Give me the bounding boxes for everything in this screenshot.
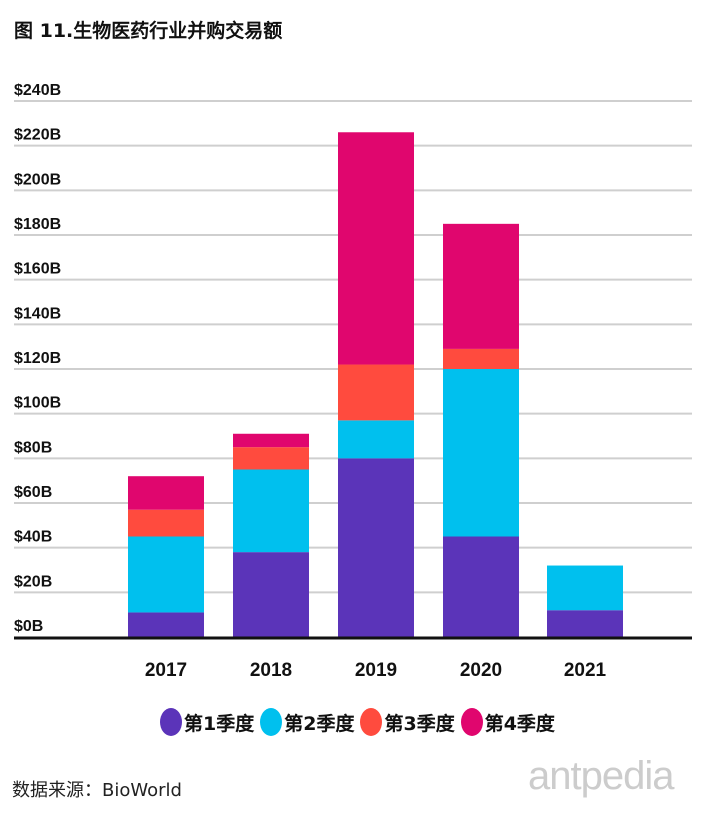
- y-tick-label: $100B: [14, 395, 61, 412]
- x-tick-label: 2017: [145, 660, 187, 681]
- watermark-logo: antpedia: [528, 754, 674, 798]
- y-tick-label: $120B: [14, 350, 61, 367]
- y-tick-label: $180B: [14, 216, 61, 233]
- y-tick-label: $240B: [14, 82, 61, 99]
- x-tick-label: 2018: [250, 660, 292, 681]
- bar-segment: [128, 509, 204, 537]
- bar-segment: [128, 536, 204, 613]
- legend-swatch: [460, 708, 483, 736]
- legend-item: 第3季度: [360, 708, 455, 736]
- y-tick-label: $80B: [14, 439, 52, 456]
- legend-item: 第2季度: [260, 708, 354, 736]
- legend-label: 第4季度: [484, 712, 555, 735]
- stacked-bar-chart: $0B $20B $40B $60B $80B $100B $120B $140B $160B $…: [14, 82, 692, 681]
- bar-segment: [338, 420, 414, 459]
- legend-swatch: [360, 708, 383, 736]
- bar-segment: [233, 552, 309, 637]
- bar-segment: [443, 536, 519, 637]
- bar-segment: [338, 458, 414, 637]
- bar-segment: [233, 469, 309, 553]
- bar-segment: [443, 223, 519, 349]
- bar-segment: [233, 447, 309, 470]
- legend-item: 第1季度: [160, 708, 254, 736]
- bar-segment: [547, 565, 623, 611]
- bar-segment: [338, 132, 414, 365]
- source-note: 数据来源：BioWorld: [12, 780, 182, 801]
- y-tick-label: $200B: [14, 171, 61, 188]
- y-tick-label: $40B: [14, 529, 52, 546]
- legend-label: 第1季度: [184, 712, 255, 735]
- legend-label: 第3季度: [384, 712, 455, 735]
- chart-title: 图 11.生物医药行业并购交易额: [14, 20, 283, 42]
- y-tick-label: $20B: [14, 573, 52, 590]
- legend: 第1季度 第2季度 第3季度 第4季度: [160, 708, 555, 736]
- bar-segment: [233, 433, 309, 448]
- y-tick-label: $160B: [14, 261, 61, 278]
- bar-segment: [547, 610, 623, 637]
- bar-segment: [128, 612, 204, 637]
- bar-segment: [443, 348, 519, 369]
- bar-segment: [443, 369, 519, 537]
- legend-swatch: [260, 708, 283, 736]
- y-tick-label: $220B: [14, 127, 61, 144]
- x-tick-label: 2020: [460, 660, 502, 681]
- x-tick-label: 2019: [355, 660, 397, 681]
- legend-swatch: [160, 708, 182, 736]
- bar-segment: [128, 476, 204, 510]
- x-tick-label: 2021: [564, 660, 607, 681]
- y-tick-label: $60B: [14, 484, 52, 501]
- legend-label: 第2季度: [284, 712, 355, 735]
- y-tick-label: $140B: [14, 305, 61, 322]
- legend-item: 第4季度: [460, 708, 555, 736]
- bar-segment: [338, 364, 414, 421]
- y-tick-label: $0B: [14, 618, 43, 635]
